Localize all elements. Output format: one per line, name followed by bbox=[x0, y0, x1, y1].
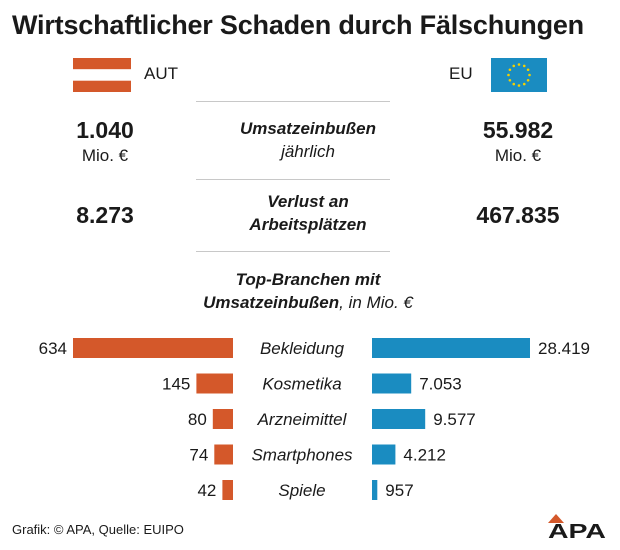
eu-flag-field bbox=[491, 58, 547, 92]
flag-stripe-bottom bbox=[73, 80, 131, 92]
chart-title-bold: Umsatzeinbußen bbox=[203, 293, 340, 312]
category-arzneimittel: Arzneimittel bbox=[257, 410, 348, 429]
label-eu-kosmetika: 7.053 bbox=[419, 375, 462, 394]
chart-title-line2: Umsatzeinbußen, in Mio. € bbox=[158, 292, 458, 314]
page-title: Wirtschaftlicher Schaden durch Fälschung… bbox=[12, 10, 584, 40]
bar-aut-spiele bbox=[222, 480, 233, 500]
eu-star bbox=[512, 82, 516, 86]
eu-star bbox=[528, 73, 531, 77]
category-kosmetika: Kosmetika bbox=[262, 375, 341, 394]
bar-aut-arzneimittel bbox=[212, 409, 233, 429]
aut-revenue-loss-value: 1.040 bbox=[76, 117, 134, 143]
eu-star bbox=[508, 68, 512, 72]
apa-logo-icon: APA bbox=[548, 514, 606, 540]
eu-star bbox=[522, 82, 526, 86]
eu-job-loss-value: 467.835 bbox=[476, 202, 560, 228]
flag-stripe-middle bbox=[73, 69, 131, 81]
label-eu-arzneimittel: 9.577 bbox=[433, 410, 476, 429]
bar-aut-bekleidung bbox=[73, 338, 233, 358]
eu-star bbox=[507, 73, 510, 77]
eu-label: EU bbox=[449, 64, 473, 83]
category-bekleidung: Bekleidung bbox=[260, 339, 345, 358]
eu-star bbox=[512, 64, 516, 68]
category-spiele: Spiele bbox=[278, 481, 325, 500]
apa-logo-text: APA bbox=[548, 521, 606, 540]
eu-flag-icon bbox=[491, 58, 547, 92]
label-aut-bekleidung: 634 bbox=[39, 339, 67, 358]
apa-logo-triangle bbox=[548, 514, 564, 523]
aut-job-loss-value: 8.273 bbox=[76, 202, 134, 228]
chart-title-rest: , in Mio. € bbox=[339, 293, 413, 312]
bar-aut-kosmetika bbox=[196, 373, 233, 394]
label-eu-bekleidung: 28.419 bbox=[538, 339, 590, 358]
label-aut-spiele: 42 bbox=[197, 481, 216, 500]
eu-star bbox=[522, 64, 526, 68]
source-credit: Grafik: © APA, Quelle: EUIPO bbox=[12, 522, 184, 537]
bar-eu-kosmetika bbox=[372, 373, 412, 394]
revenue-loss-heading: Umsatzeinbußen bbox=[239, 119, 377, 138]
bar-eu-spiele bbox=[372, 480, 378, 500]
divider-bottom bbox=[196, 251, 390, 252]
label-aut-kosmetika: 145 bbox=[162, 375, 190, 394]
label-eu-smartphones: 4.212 bbox=[403, 446, 446, 465]
austria-flag-icon bbox=[73, 58, 131, 92]
flag-stripe-top bbox=[73, 58, 131, 70]
aut-revenue-loss-unit: Mio. € bbox=[81, 146, 129, 165]
bar-aut-smartphones bbox=[214, 444, 233, 465]
aut-label: AUT bbox=[144, 64, 178, 83]
eu-star bbox=[526, 68, 530, 72]
eu-star bbox=[508, 78, 512, 82]
category-smartphones: Smartphones bbox=[251, 446, 353, 465]
eu-star bbox=[517, 63, 521, 66]
label-aut-smartphones: 74 bbox=[189, 446, 208, 465]
job-loss-heading-line2: Arbeitsplätzen bbox=[249, 215, 367, 234]
divider-middle bbox=[196, 179, 390, 180]
eu-revenue-loss-unit: Mio. € bbox=[494, 146, 542, 165]
job-loss-heading-line1: Verlust an bbox=[267, 192, 349, 211]
bar-chart: 634 Bekleidung 28.419 145 Kosmetika 7.053 80 Ar… bbox=[39, 338, 590, 500]
label-eu-spiele: 957 bbox=[385, 481, 413, 500]
chart-title-line1: Top-Branchen mit bbox=[235, 270, 381, 289]
bar-eu-bekleidung bbox=[372, 338, 530, 358]
bar-eu-arzneimittel bbox=[372, 409, 426, 429]
divider-top bbox=[196, 101, 390, 102]
eu-star bbox=[526, 78, 530, 82]
revenue-loss-subheading: jährlich bbox=[281, 142, 335, 161]
eu-star bbox=[517, 84, 521, 87]
eu-revenue-loss-value: 55.982 bbox=[482, 117, 554, 143]
bar-eu-smartphones bbox=[372, 444, 396, 465]
label-aut-arzneimittel: 80 bbox=[188, 410, 207, 429]
